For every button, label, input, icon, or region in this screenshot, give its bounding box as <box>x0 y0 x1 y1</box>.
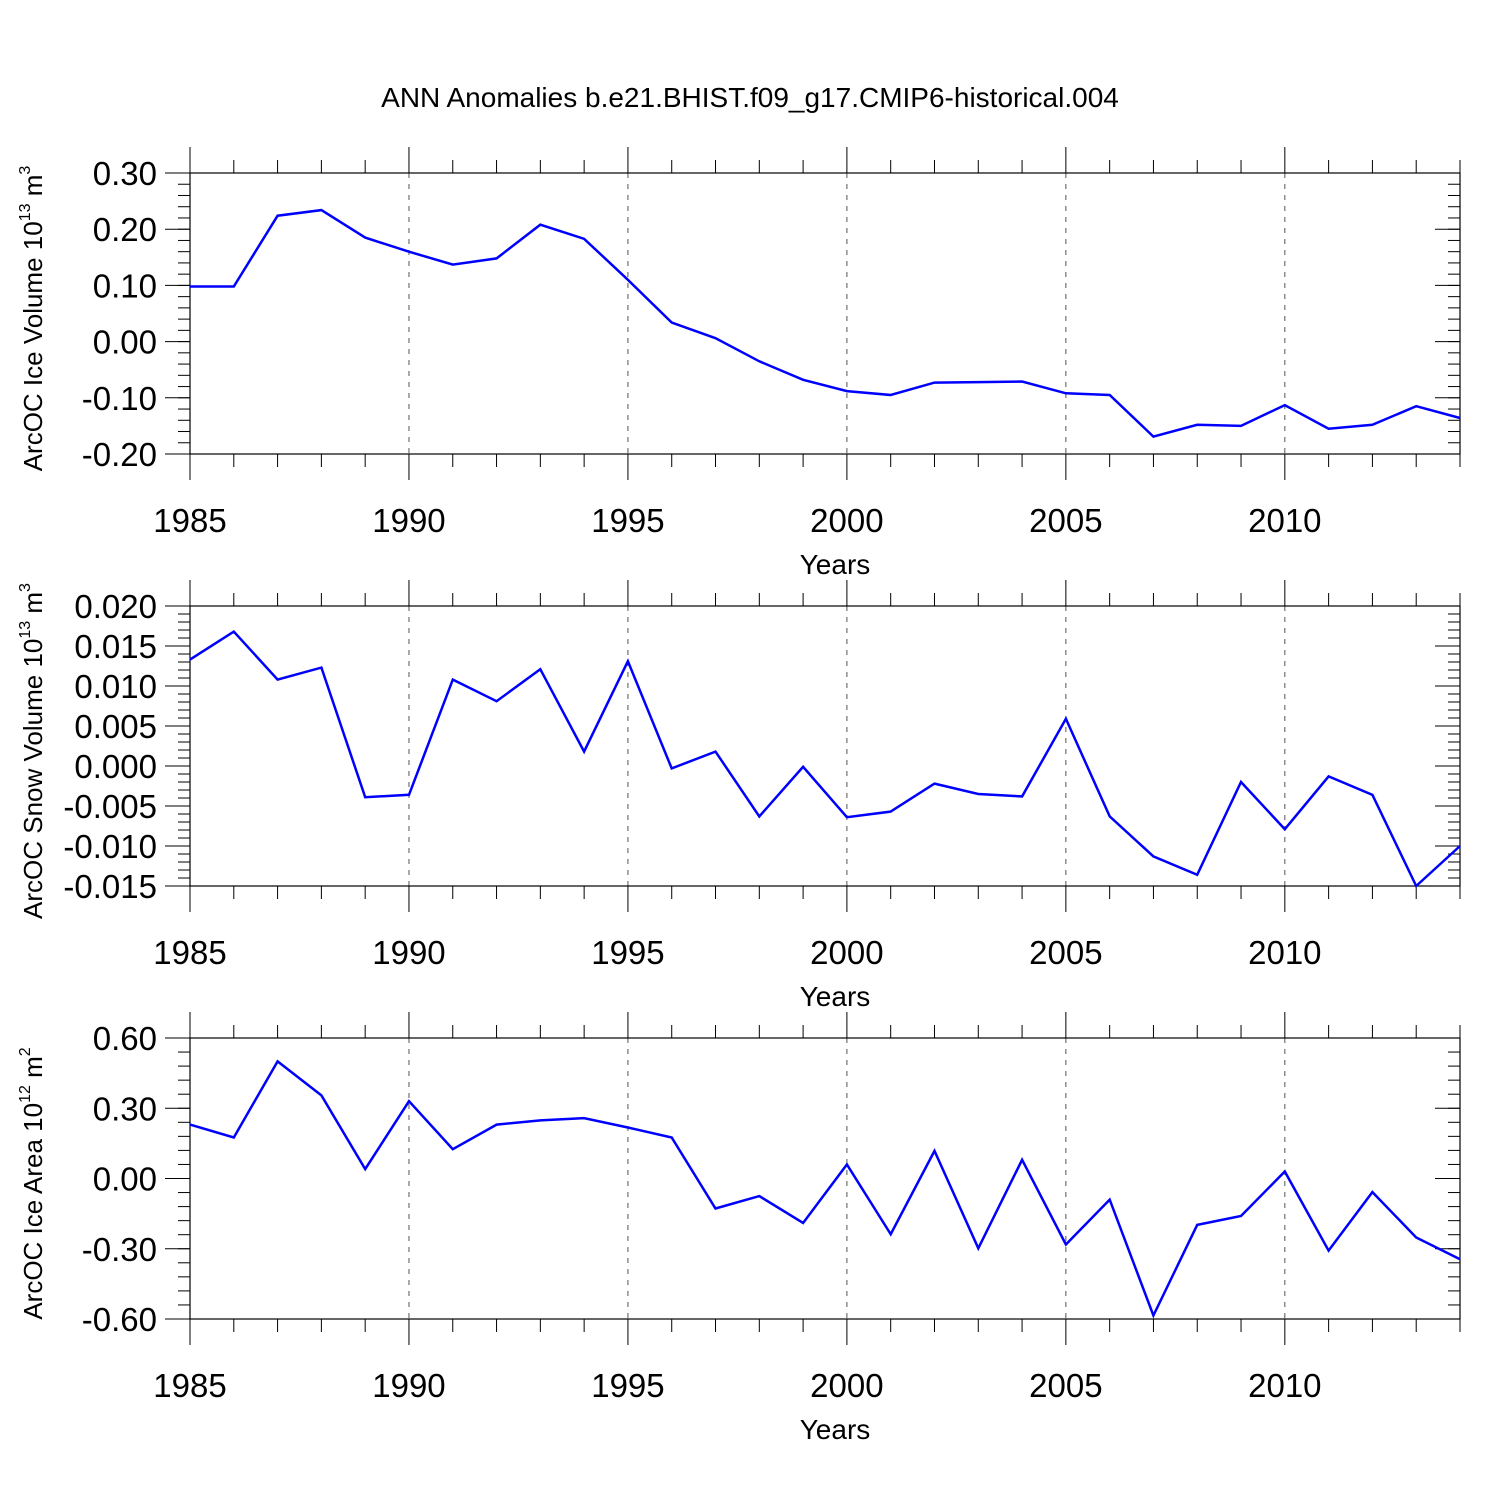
y-tick-label: -0.10 <box>82 380 157 417</box>
series-line <box>190 208 1461 438</box>
y-tick-label: -0.010 <box>63 828 157 865</box>
y-axis-title: ArcOC Ice Volume 1013 m3 <box>17 166 48 472</box>
x-axis-title: Years <box>800 981 871 1012</box>
y-tick-label: -0.005 <box>63 788 157 825</box>
x-tick-label: 1990 <box>372 1367 445 1404</box>
x-tick-label: 2010 <box>1248 1367 1321 1404</box>
x-tick-label: 1990 <box>372 934 445 971</box>
y-tick-label: 0.00 <box>93 1161 157 1198</box>
x-tick-label: 1995 <box>591 934 664 971</box>
y-axis-title-text: m <box>18 175 48 204</box>
series-line <box>189 1059 1461 1319</box>
y-tick-label: -0.30 <box>82 1231 157 1268</box>
y-axis-title: ArcOC Snow Volume 1013 m3 <box>17 583 48 919</box>
y-tick-label: 0.10 <box>93 267 157 304</box>
plot-frame <box>189 172 1461 455</box>
x-tick-label: 2000 <box>810 502 883 539</box>
panel-ice-volume: -0.20 -0.10 0.00 0.10 0.20 0.30 1985 1990 1995 20… <box>17 147 1461 580</box>
y-tick-label: 0.60 <box>93 1020 157 1057</box>
x-tick-label: 2005 <box>1029 934 1102 971</box>
y-axis-title-text: ArcOC Snow Volume 10 <box>18 639 48 919</box>
y-tick-label: 0.00 <box>93 324 157 361</box>
y-axis-title-exponent: 3 <box>17 583 34 592</box>
y-axis-title-exponent: 12 <box>17 1085 34 1103</box>
x-tick-label: 1990 <box>372 502 445 539</box>
x-tick-label: 2010 <box>1248 502 1321 539</box>
y-tick-label: 0.20 <box>93 211 157 248</box>
x-tick-label: 1985 <box>153 502 226 539</box>
y-axis-title-exponent: 13 <box>17 203 34 221</box>
x-tick-label: 2005 <box>1029 502 1102 539</box>
x-tick-label: 1995 <box>591 1367 664 1404</box>
x-tick-label: 1985 <box>153 934 226 971</box>
y-axis-title: ArcOC Ice Area 1012 m2 <box>17 1047 48 1319</box>
y-tick-label: 0.30 <box>93 155 157 192</box>
y-axis-title-text: m <box>18 1056 48 1085</box>
plot-frame <box>189 605 1461 887</box>
x-axis-title: Years <box>800 549 871 580</box>
y-axis-title-text: ArcOC Ice Area 10 <box>18 1103 48 1320</box>
x-tick-label: 1995 <box>591 502 664 539</box>
x-axis-title: Years <box>800 1414 871 1445</box>
panel-snow-volume: -0.015-0.010-0.0050.0000.0050.0100.0150.… <box>17 580 1461 1012</box>
y-tick-label: -0.20 <box>82 436 157 473</box>
y-axis-title-text: ArcOC Ice Volume 10 <box>18 221 48 471</box>
x-tick-label: 2010 <box>1248 934 1321 971</box>
y-axis-title-text: m <box>18 592 48 621</box>
x-tick-label: 1985 <box>153 1367 226 1404</box>
plot-frame <box>189 1037 1461 1320</box>
panel-ice-area: -0.60 -0.30 0.00 0.30 0.60 1985 1990 1995 2000 20… <box>17 1012 1461 1445</box>
x-tick-label: 2000 <box>810 934 883 971</box>
y-tick-label: 0.005 <box>74 708 157 745</box>
y-tick-label: 0.015 <box>74 628 157 665</box>
x-tick-label: 2000 <box>810 1367 883 1404</box>
y-axis-title-exponent: 13 <box>17 621 34 639</box>
series-line <box>189 629 1461 889</box>
y-tick-label: -0.015 <box>63 868 157 905</box>
y-axis-title-exponent: 2 <box>17 1047 34 1056</box>
chart-title: ANN Anomalies b.e21.BHIST.f09_g17.CMIP6-… <box>381 82 1119 113</box>
y-tick-label: 0.30 <box>93 1090 157 1127</box>
y-axis-title-exponent: 3 <box>17 166 34 175</box>
y-tick-label: 0.020 <box>74 588 157 625</box>
y-tick-label: -0.60 <box>82 1301 157 1338</box>
y-tick-label: 0.010 <box>74 668 157 705</box>
y-tick-label: 0.000 <box>74 748 157 785</box>
x-tick-label: 2005 <box>1029 1367 1102 1404</box>
